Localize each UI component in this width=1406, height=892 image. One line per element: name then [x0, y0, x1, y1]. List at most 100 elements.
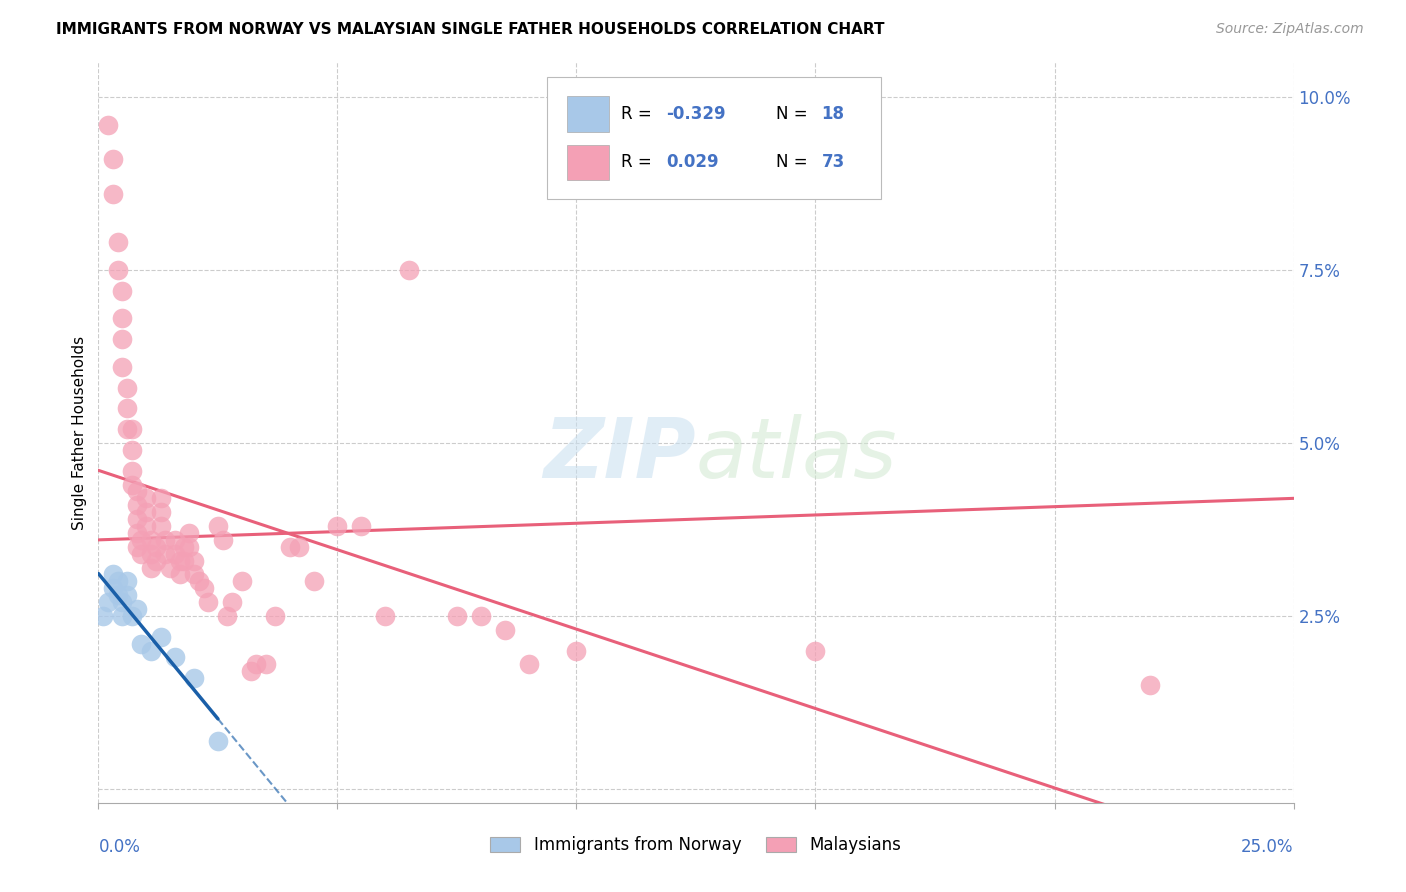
- Point: [159, 560, 181, 574]
- Bar: [567, 145, 609, 180]
- Point: [163, 650, 186, 665]
- Point: [131, 533, 153, 547]
- Point: [245, 657, 267, 672]
- Text: IMMIGRANTS FROM NORWAY VS MALAYSIAN SINGLE FATHER HOUSEHOLDS CORRELATION CHART: IMMIGRANTS FROM NORWAY VS MALAYSIAN SING…: [56, 22, 884, 37]
- Point: [131, 637, 153, 651]
- Point: [254, 657, 277, 672]
- Point: [517, 657, 540, 672]
- Point: [326, 519, 349, 533]
- Point: [149, 505, 172, 519]
- Point: [131, 547, 153, 561]
- Point: [111, 332, 134, 346]
- Point: [135, 505, 157, 519]
- Point: [565, 643, 588, 657]
- Point: [231, 574, 253, 589]
- Text: 25.0%: 25.0%: [1241, 838, 1294, 855]
- Point: [217, 609, 239, 624]
- Point: [135, 491, 157, 506]
- Point: [111, 359, 134, 374]
- Text: -0.329: -0.329: [666, 105, 725, 123]
- Point: [115, 574, 138, 589]
- Point: [470, 609, 492, 624]
- Point: [139, 560, 162, 574]
- Point: [125, 484, 148, 499]
- Point: [107, 263, 129, 277]
- Text: Source: ZipAtlas.com: Source: ZipAtlas.com: [1216, 22, 1364, 37]
- Point: [211, 533, 233, 547]
- Text: atlas: atlas: [696, 414, 897, 495]
- Point: [111, 595, 134, 609]
- Point: [446, 609, 468, 624]
- Point: [804, 643, 827, 657]
- Point: [115, 422, 138, 436]
- Point: [139, 533, 162, 547]
- FancyBboxPatch shape: [547, 78, 882, 200]
- Point: [101, 153, 124, 167]
- Point: [111, 311, 134, 326]
- Point: [101, 567, 124, 582]
- Point: [374, 609, 396, 624]
- Text: 73: 73: [821, 153, 845, 171]
- Point: [149, 630, 172, 644]
- Point: [163, 533, 186, 547]
- Text: N =: N =: [776, 153, 813, 171]
- Point: [207, 519, 229, 533]
- Point: [193, 582, 215, 596]
- Point: [107, 574, 129, 589]
- Point: [179, 540, 201, 554]
- Point: [145, 554, 167, 568]
- Point: [121, 464, 143, 478]
- Point: [125, 525, 148, 540]
- Point: [121, 609, 143, 624]
- Point: [115, 588, 138, 602]
- Point: [139, 643, 162, 657]
- Point: [183, 567, 205, 582]
- Point: [169, 554, 191, 568]
- Point: [145, 540, 167, 554]
- Point: [121, 422, 143, 436]
- Point: [101, 186, 124, 201]
- Point: [221, 595, 243, 609]
- Point: [101, 582, 124, 596]
- Point: [91, 609, 114, 624]
- Point: [240, 665, 263, 679]
- Point: [187, 574, 209, 589]
- Point: [121, 442, 143, 457]
- Point: [97, 595, 120, 609]
- Point: [121, 477, 143, 491]
- Point: [115, 381, 138, 395]
- Legend: Immigrants from Norway, Malaysians: Immigrants from Norway, Malaysians: [484, 830, 908, 861]
- Point: [97, 118, 120, 132]
- Point: [115, 401, 138, 416]
- Text: 18: 18: [821, 105, 845, 123]
- Point: [149, 519, 172, 533]
- Point: [125, 540, 148, 554]
- Point: [125, 512, 148, 526]
- Point: [278, 540, 301, 554]
- Point: [173, 554, 195, 568]
- Point: [398, 263, 420, 277]
- Y-axis label: Single Father Households: Single Father Households: [72, 335, 87, 530]
- Point: [155, 547, 177, 561]
- Point: [149, 491, 172, 506]
- Point: [183, 671, 205, 685]
- Text: R =: R =: [620, 105, 657, 123]
- Point: [139, 547, 162, 561]
- Point: [111, 609, 134, 624]
- Point: [350, 519, 373, 533]
- Point: [155, 533, 177, 547]
- Point: [111, 284, 134, 298]
- Point: [107, 588, 129, 602]
- Point: [135, 519, 157, 533]
- Point: [197, 595, 219, 609]
- Text: R =: R =: [620, 153, 657, 171]
- Point: [125, 498, 148, 512]
- Point: [494, 623, 516, 637]
- Point: [169, 567, 191, 582]
- Point: [1139, 678, 1161, 692]
- Bar: [567, 96, 609, 132]
- Text: 0.0%: 0.0%: [98, 838, 141, 855]
- Point: [163, 547, 186, 561]
- Point: [179, 525, 201, 540]
- Text: 0.029: 0.029: [666, 153, 718, 171]
